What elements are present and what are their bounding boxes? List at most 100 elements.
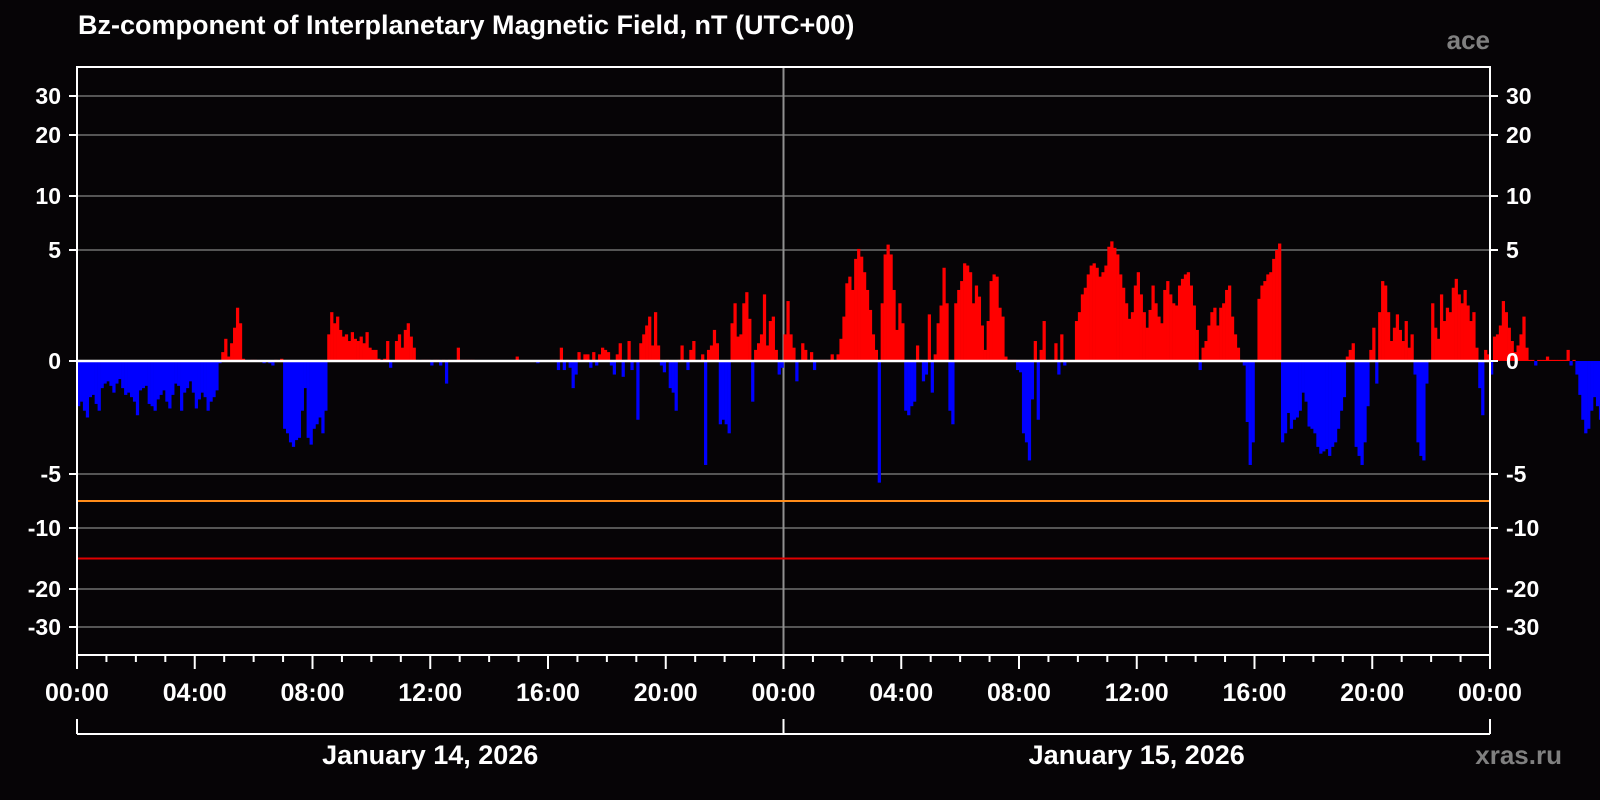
x-tick-label: 16:00 xyxy=(516,679,580,707)
bz-bar xyxy=(1575,361,1579,375)
bz-bar xyxy=(1163,289,1167,361)
bz-bar xyxy=(1089,265,1093,361)
bz-bar xyxy=(115,361,119,384)
bz-bar xyxy=(786,301,790,361)
x-tick-label: 12:00 xyxy=(398,679,462,707)
bz-bar xyxy=(571,361,575,389)
bz-bar xyxy=(1036,361,1040,420)
bz-bar xyxy=(995,276,999,361)
bz-bar xyxy=(1086,274,1090,361)
y-tick-label-right: 10 xyxy=(1506,183,1532,209)
bz-bar xyxy=(795,361,799,382)
bz-bar xyxy=(651,345,655,361)
bz-bar xyxy=(85,361,90,418)
bz-bar xyxy=(1236,347,1241,361)
bz-bar xyxy=(715,343,720,361)
bz-bar xyxy=(1345,356,1349,361)
bz-bar xyxy=(1445,307,1450,361)
data-source-label: ace xyxy=(1446,25,1490,55)
bz-bar xyxy=(739,334,743,361)
bz-bar xyxy=(1027,361,1032,461)
bz-bar xyxy=(1331,361,1335,447)
bz-bar xyxy=(350,332,355,361)
bz-bar xyxy=(889,254,893,361)
bz-bar xyxy=(762,294,767,361)
y-tick-label-right: -30 xyxy=(1506,614,1539,640)
bz-bar xyxy=(188,361,193,382)
bz-bar xyxy=(874,349,878,361)
bz-bar xyxy=(1519,334,1523,361)
bz-bar xyxy=(704,361,708,465)
y-tick-label-right: -20 xyxy=(1506,576,1539,602)
bz-bar xyxy=(1448,312,1453,361)
bz-bar xyxy=(630,361,634,371)
bz-bar xyxy=(88,361,93,398)
bz-bar xyxy=(168,361,172,409)
bz-bar xyxy=(648,316,652,361)
bz-bar xyxy=(1266,274,1270,361)
bz-bar xyxy=(1395,314,1400,361)
bz-bar xyxy=(233,327,237,361)
bz-bar xyxy=(751,361,755,402)
bz-bar xyxy=(1186,272,1191,361)
bz-bar xyxy=(1248,361,1252,465)
bz-bar xyxy=(103,361,107,384)
bz-bar xyxy=(1286,361,1291,413)
bz-bar xyxy=(1316,361,1320,447)
bz-bar xyxy=(271,361,275,366)
bz-bar xyxy=(898,303,902,361)
bz-bar xyxy=(1019,361,1023,373)
bz-bar xyxy=(1292,361,1297,420)
bz-bar xyxy=(1372,327,1376,361)
bz-bar xyxy=(809,352,814,361)
bz-bar xyxy=(118,361,122,380)
bz-bar xyxy=(374,349,378,361)
bz-bar xyxy=(718,361,722,425)
bz-bar xyxy=(1192,305,1196,361)
bz-bar xyxy=(191,361,196,393)
bz-bar xyxy=(1230,316,1235,361)
bz-bar xyxy=(1498,325,1503,361)
bz-bar xyxy=(1060,334,1064,361)
bz-bar xyxy=(1113,247,1117,361)
bz-bar xyxy=(600,347,605,361)
y-tick-label-left: -5 xyxy=(41,461,62,487)
bz-bar xyxy=(1563,359,1567,361)
bz-bar xyxy=(1492,336,1497,361)
x-tick-label: 04:00 xyxy=(163,679,227,707)
bz-bar xyxy=(1572,359,1576,361)
x-tick-label: 08:00 xyxy=(281,679,345,707)
bz-bar xyxy=(1525,347,1529,361)
bz-bar xyxy=(612,361,616,375)
bz-bar xyxy=(235,307,240,361)
bz-bar xyxy=(1195,329,1199,361)
x-tick-label: 04:00 xyxy=(869,679,933,707)
bz-bar xyxy=(915,345,920,361)
bz-bar xyxy=(1207,325,1211,361)
date-label: January 14, 2026 xyxy=(322,740,538,770)
bz-bar xyxy=(730,323,734,361)
x-tick-label: 08:00 xyxy=(987,679,1051,707)
bz-bar xyxy=(971,303,976,361)
y-tick-label-left: 30 xyxy=(35,83,61,109)
bz-bar xyxy=(1410,334,1414,361)
bz-bar xyxy=(1425,361,1429,384)
bz-bar xyxy=(1080,294,1085,361)
bz-bar xyxy=(701,354,705,361)
bz-bar xyxy=(748,318,752,361)
bz-bar xyxy=(992,274,996,361)
bz-bar xyxy=(733,303,737,361)
bz-bar xyxy=(1457,294,1461,361)
bz-bar xyxy=(1183,274,1188,361)
bz-bar xyxy=(1030,361,1035,400)
bz-bar xyxy=(121,361,125,389)
bz-bar xyxy=(1283,361,1288,434)
bz-bar xyxy=(977,296,982,361)
bz-bar xyxy=(150,361,154,407)
bz-bar xyxy=(515,356,519,361)
bz-bar xyxy=(1381,281,1385,361)
bz-bar xyxy=(1110,241,1114,361)
bz-bar xyxy=(1566,349,1570,361)
x-tick-label: 20:00 xyxy=(1340,679,1404,707)
